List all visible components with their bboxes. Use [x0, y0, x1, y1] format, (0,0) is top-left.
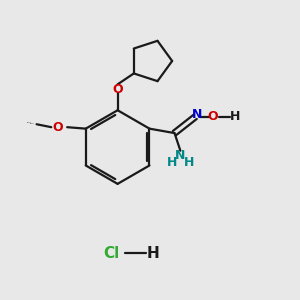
Text: O: O	[208, 110, 218, 123]
Text: H: H	[167, 156, 177, 169]
Text: H: H	[147, 246, 159, 261]
Text: methyl: methyl	[27, 122, 32, 123]
Text: N: N	[175, 149, 186, 162]
Text: Cl: Cl	[103, 246, 120, 261]
Text: O: O	[112, 83, 123, 96]
Text: H: H	[184, 156, 194, 169]
Text: O: O	[52, 121, 63, 134]
Text: N: N	[192, 108, 202, 121]
Text: H: H	[230, 110, 241, 123]
Text: methyl: methyl	[29, 122, 34, 124]
